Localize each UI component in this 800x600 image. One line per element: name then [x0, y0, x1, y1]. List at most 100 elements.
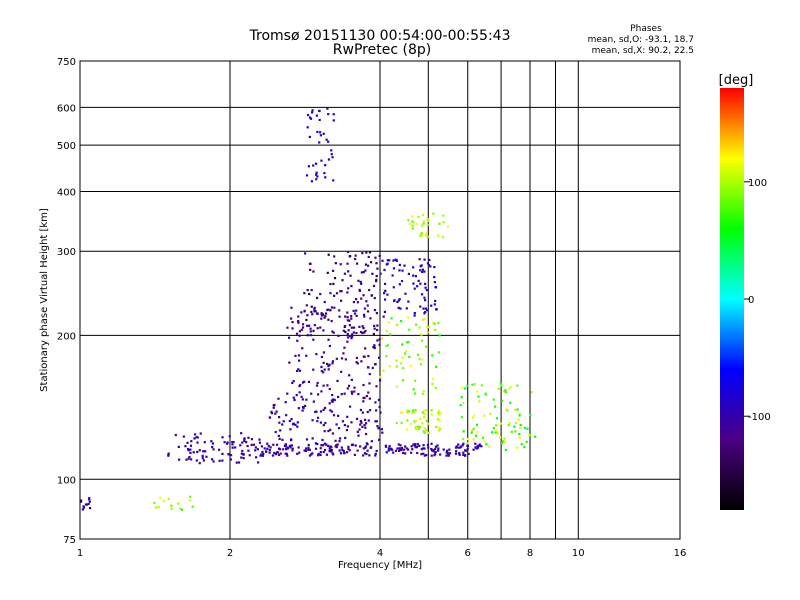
data-point-o — [464, 454, 467, 457]
data-point-o — [392, 451, 395, 454]
data-point-x — [421, 422, 424, 425]
data-point-o — [430, 447, 433, 451]
data-point-x — [523, 446, 526, 449]
data-point-o — [286, 392, 289, 395]
data-point-o — [298, 391, 301, 394]
data-point-o — [277, 397, 280, 400]
data-point-o — [350, 378, 353, 381]
data-point-o — [364, 445, 367, 448]
data-point-o — [306, 126, 309, 129]
data-point-o — [343, 325, 347, 328]
data-point-o — [195, 459, 198, 462]
data-point-o — [356, 301, 359, 304]
data-point-o — [297, 368, 300, 371]
data-point-o — [373, 308, 377, 312]
data-point-o — [436, 444, 439, 447]
data-point-o — [174, 433, 177, 437]
data-point-o — [301, 381, 305, 384]
data-point-o — [306, 334, 309, 337]
data-point-o — [322, 444, 325, 447]
data-point-x — [424, 345, 428, 348]
data-point-o — [305, 398, 308, 401]
data-point-o — [189, 451, 192, 455]
data-point-o — [367, 391, 370, 394]
data-point-o — [355, 331, 358, 335]
data-point-o — [359, 408, 363, 412]
data-point-o — [345, 428, 349, 432]
data-point-o — [447, 453, 450, 456]
data-point-o — [358, 288, 361, 292]
data-point-x — [420, 232, 423, 235]
data-point-o — [333, 306, 336, 309]
data-point-o — [364, 263, 368, 266]
data-point-o — [428, 258, 431, 262]
data-point-x — [436, 418, 439, 421]
data-point-o — [333, 277, 337, 280]
data-point-x — [438, 419, 441, 422]
data-point-o — [292, 379, 295, 383]
data-point-o — [365, 300, 368, 303]
data-point-o — [400, 448, 403, 452]
data-point-x — [471, 383, 474, 386]
data-point-x — [518, 432, 521, 436]
data-point-o — [340, 290, 343, 293]
data-point-x — [514, 408, 517, 411]
data-point-o — [344, 358, 347, 361]
data-point-o — [359, 280, 362, 284]
stats-line-o: mean, sd,O: -93.1, 18.7 — [588, 35, 694, 45]
data-point-o — [186, 448, 190, 451]
data-point-o — [250, 438, 253, 441]
data-point-x — [395, 421, 398, 425]
data-point-o — [407, 272, 411, 275]
data-point-o — [423, 296, 426, 299]
data-point-o — [371, 366, 374, 370]
data-point-o — [351, 335, 354, 338]
data-point-x — [402, 367, 405, 370]
data-point-x — [159, 496, 162, 499]
chart-title: Tromsø 20151130 00:54:00-00:55:43 — [249, 28, 511, 44]
data-point-o — [306, 314, 309, 317]
data-point-o — [330, 450, 333, 453]
data-point-o — [341, 279, 344, 282]
data-point-o — [310, 305, 313, 308]
data-point-o — [378, 254, 381, 257]
data-point-o — [332, 331, 335, 334]
data-point-o — [346, 250, 350, 254]
data-point-x — [520, 443, 523, 446]
data-point-o — [311, 437, 314, 440]
data-point-o — [282, 448, 285, 451]
data-point-o — [370, 446, 373, 449]
data-point-x — [395, 385, 398, 388]
data-point-o — [82, 505, 85, 508]
data-point-x — [516, 446, 519, 449]
data-point-o — [413, 312, 416, 315]
data-point-o — [296, 421, 299, 424]
data-point-x — [459, 404, 462, 407]
data-point-o — [362, 454, 365, 457]
data-point-o — [322, 450, 325, 454]
y-tick-label: 600 — [57, 103, 76, 114]
data-point-o — [312, 329, 315, 332]
data-point-o — [202, 459, 206, 462]
data-point-o — [346, 311, 349, 314]
data-point-x — [438, 222, 441, 225]
data-point-x — [439, 411, 442, 415]
data-point-o — [286, 446, 289, 449]
data-point-o — [328, 449, 331, 453]
data-point-o — [373, 344, 376, 347]
data-point-o — [353, 390, 356, 393]
data-point-o — [288, 361, 291, 364]
data-point-o — [383, 268, 386, 272]
data-point-o — [410, 451, 413, 454]
y-tick-label: 400 — [57, 187, 76, 198]
data-point-x — [423, 427, 426, 430]
data-point-o — [419, 305, 422, 308]
data-point-o — [413, 444, 416, 447]
data-point-o — [403, 264, 406, 267]
data-point-x — [406, 341, 409, 344]
data-point-o — [240, 456, 243, 459]
data-point-o — [462, 453, 465, 456]
data-point-o — [316, 381, 319, 385]
data-point-o — [271, 454, 275, 457]
data-point-x — [407, 219, 410, 222]
